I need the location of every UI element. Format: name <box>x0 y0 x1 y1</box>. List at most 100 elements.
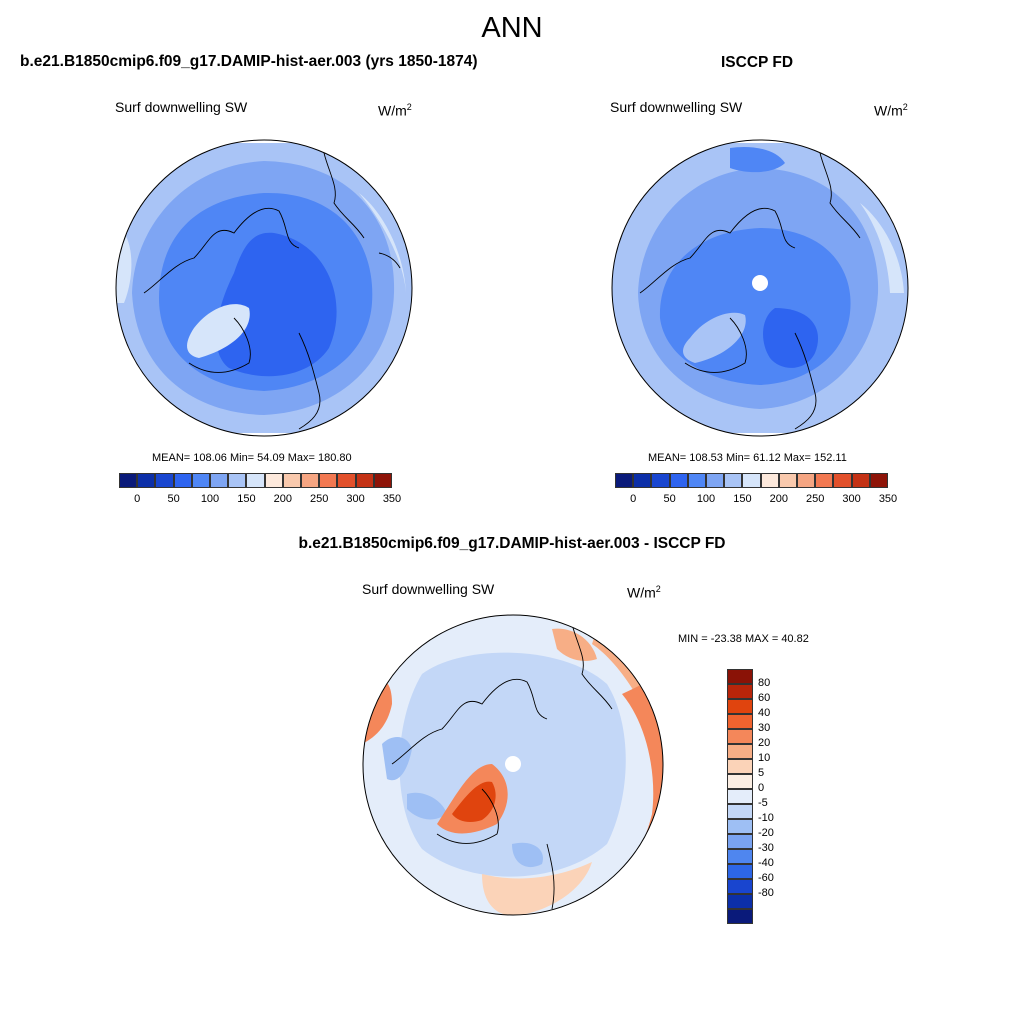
colorbar-swatch <box>760 473 779 488</box>
colorbar-swatch <box>687 473 706 488</box>
colorbar-tick-label: -20 <box>758 827 774 839</box>
colorbar-swatch <box>851 473 870 488</box>
colorbar-swatch <box>727 849 753 864</box>
colorbar-swatch <box>246 473 265 488</box>
colorbar-tick-label: -60 <box>758 872 774 884</box>
colorbar-swatch <box>633 473 652 488</box>
colorbar-swatch <box>337 473 356 488</box>
colorbar-swatch <box>727 819 753 834</box>
colorbar-tick-label: -30 <box>758 842 774 854</box>
colorbar-swatch <box>727 714 753 729</box>
colorbar-swatch <box>319 473 338 488</box>
colorbar-swatch <box>727 729 753 744</box>
colorbar-tick-label: 250 <box>310 493 329 505</box>
colorbar-swatch <box>210 473 229 488</box>
colorbar-swatch <box>651 473 670 488</box>
panel-2-units: W/m2 <box>874 102 908 119</box>
colorbar-swatch <box>727 789 753 804</box>
colorbar-tick-label: 150 <box>733 493 752 505</box>
panel-3-stats: MIN = -23.38 MAX = 40.82 <box>678 633 809 645</box>
colorbar-swatch <box>727 684 753 699</box>
colorbar-tick-label: 350 <box>878 493 898 505</box>
panel-1-heading: b.e21.B1850cmip6.f09_g17.DAMIP-hist-aer.… <box>20 53 478 70</box>
colorbar-swatch <box>119 473 138 488</box>
colorbar-swatch <box>373 473 392 488</box>
colorbar-swatch <box>727 909 753 924</box>
main-title: ANN <box>481 12 543 44</box>
colorbar-swatch <box>833 473 852 488</box>
colorbar-swatch <box>727 774 753 789</box>
colorbar-tick-label: -10 <box>758 812 774 824</box>
colorbar-tick-label: -80 <box>758 887 774 899</box>
coastlines <box>639 152 861 430</box>
colorbar-swatch <box>706 473 725 488</box>
colorbar-swatch <box>191 473 210 488</box>
field-top-positive <box>552 628 597 661</box>
colorbar-swatch <box>815 473 834 488</box>
colorbar-swatch <box>669 473 688 488</box>
colorbar-tick-label: 0 <box>134 493 141 505</box>
panel-2-stats: MEAN= 108.53 Min= 61.12 Max= 152.11 <box>648 452 847 464</box>
field-patch-negative-3 <box>512 842 543 868</box>
colorbar-tick-label: 80 <box>758 677 771 689</box>
colorbar-tick-label: 50 <box>167 493 180 505</box>
colorbar-tick-label: 300 <box>842 493 861 505</box>
colorbar-tick-label: 200 <box>273 493 292 505</box>
panel-2-variable: Surf downwelling SW <box>610 99 743 115</box>
panel-1-variable: Surf downwelling SW <box>115 99 248 115</box>
colorbar-swatch <box>137 473 156 488</box>
colorbar-tick-label: 350 <box>382 493 402 505</box>
colorbar-swatch <box>742 473 761 488</box>
field-greenland-high <box>683 312 746 363</box>
colorbar-swatch <box>727 879 753 894</box>
panel-3-units: W/m2 <box>627 584 661 601</box>
field-positive-bottom <box>482 862 592 915</box>
field-top-core <box>730 146 785 173</box>
colorbar-tick-label: 100 <box>696 493 716 505</box>
colorbar-swatch <box>727 894 753 909</box>
colorbar-tick-label: 100 <box>200 493 220 505</box>
colorbar-swatch <box>615 473 634 488</box>
missing-data-pole <box>752 275 768 291</box>
colorbar-tick-label: 20 <box>758 737 771 749</box>
panel-3-variable: Surf downwelling SW <box>362 581 495 597</box>
colorbar-swatch <box>282 473 301 488</box>
field-right-high <box>860 203 904 293</box>
colorbar-tick-label: 250 <box>806 493 825 505</box>
colorbar-swatch <box>228 473 247 488</box>
colorbar-swatch <box>355 473 374 488</box>
missing-data-pole <box>505 756 521 772</box>
polar-map-model <box>115 139 413 437</box>
field-core <box>216 232 337 377</box>
colorbar-swatch <box>778 473 797 488</box>
colorbar-swatch <box>727 804 753 819</box>
colorbar-tick-label: 300 <box>346 493 365 505</box>
coastlines <box>143 152 401 430</box>
colorbar-swatch <box>869 473 888 488</box>
field-patch-negative-1 <box>382 737 412 781</box>
colorbar-swatch <box>727 699 753 714</box>
field-greenland-high <box>187 304 250 358</box>
colorbar-swatch <box>301 473 320 488</box>
colorbar-tick-label: 5 <box>758 767 765 779</box>
colorbar-swatch <box>727 669 753 684</box>
colorbar-tick-label: -40 <box>758 857 774 869</box>
panel-2-heading: ISCCP FD <box>721 54 794 71</box>
colorbar-tick-label: 50 <box>663 493 676 505</box>
colorbar-swatch <box>797 473 816 488</box>
colorbar-swatch <box>155 473 174 488</box>
colorbar-tick-label: 10 <box>758 752 771 764</box>
colorbar-tick-label: 60 <box>758 692 771 704</box>
field-core <box>763 308 819 368</box>
colorbar-tick-label: 0 <box>630 493 637 505</box>
polar-map-obs <box>611 139 909 437</box>
panel-3-heading: b.e21.B1850cmip6.f09_g17.DAMIP-hist-aer.… <box>298 535 726 552</box>
colorbar-tick-label: 40 <box>758 707 771 719</box>
colorbar-tick-label: 0 <box>758 782 765 794</box>
colorbar-swatch <box>173 473 192 488</box>
colorbar-swatch <box>724 473 743 488</box>
polar-map-difference <box>362 614 664 916</box>
colorbar-tick-label: 150 <box>237 493 256 505</box>
colorbar-swatch <box>727 744 753 759</box>
panel-1-stats: MEAN= 108.06 Min= 54.09 Max= 180.80 <box>152 452 352 464</box>
